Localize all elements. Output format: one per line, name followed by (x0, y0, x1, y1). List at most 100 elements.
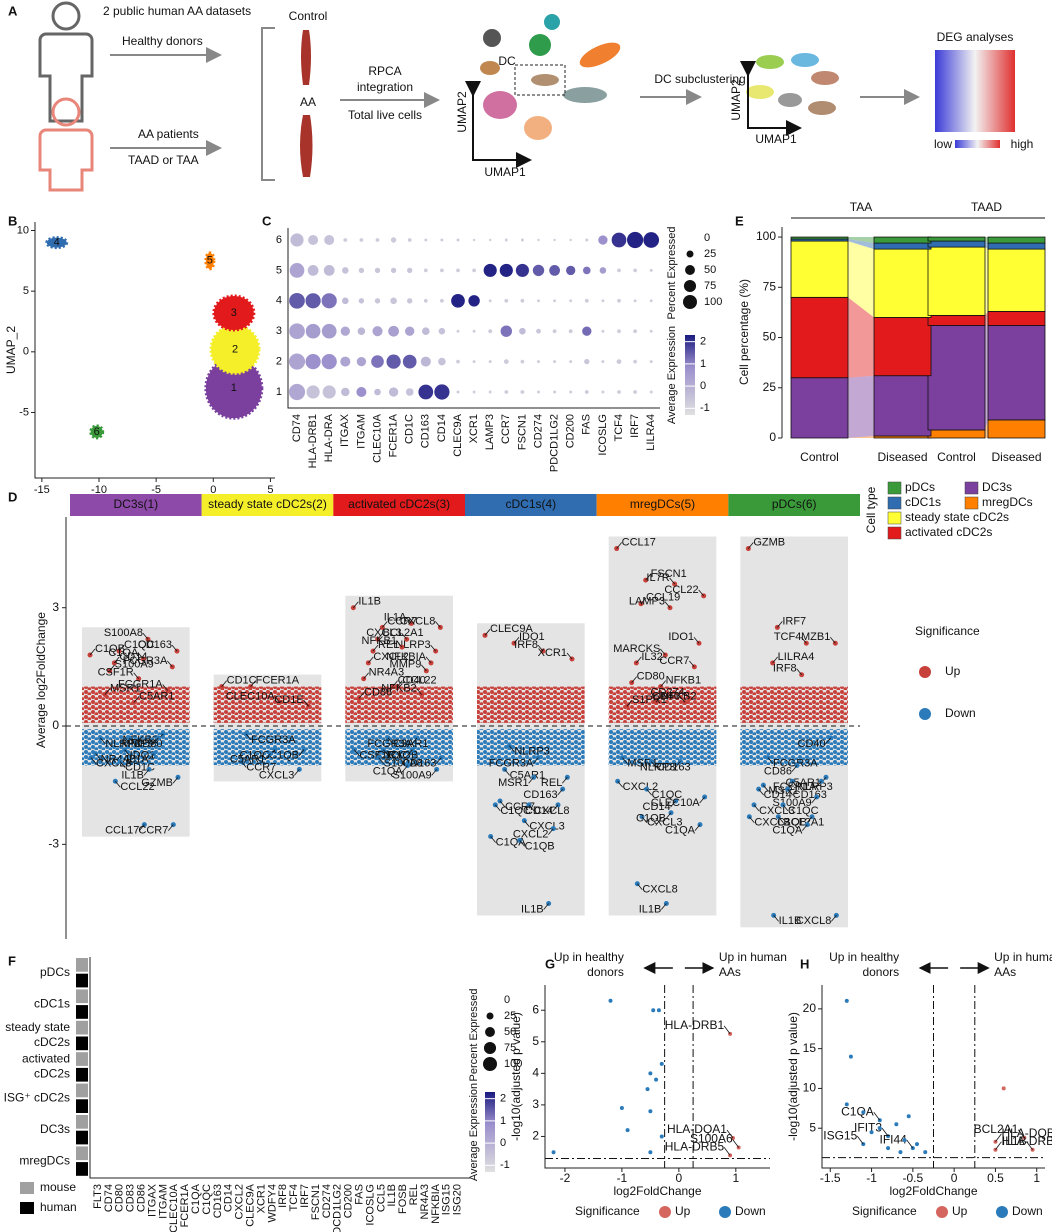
legend-label: Up (952, 1204, 968, 1218)
dot (456, 329, 460, 333)
point-label: IFIT3 (854, 1120, 882, 1134)
legend-size (686, 250, 694, 258)
gene-label: REL (541, 777, 562, 789)
gene-label: IDO1 (668, 631, 694, 643)
dot (569, 238, 572, 242)
row-label: 5 (276, 264, 282, 276)
label-leader (675, 761, 681, 768)
dot (537, 299, 540, 303)
schematic-text: integration (357, 80, 413, 94)
gene-label: XCR1 (538, 647, 567, 659)
label-leader (392, 680, 398, 687)
label-leader (679, 696, 686, 703)
cluster-box (477, 623, 585, 916)
legend-label: activated cDC2s (905, 525, 992, 539)
label-leader (89, 648, 96, 656)
label-leader (528, 804, 535, 812)
gene-label: CLEC10A (226, 690, 276, 702)
person-icon (51, 97, 81, 127)
gene-label: NFKB2 (661, 690, 696, 702)
label-leader (245, 733, 252, 741)
x-tick-label: 0 (676, 1171, 683, 1185)
gene-label: CD1C (404, 414, 416, 444)
gene-label: C1QB (269, 750, 299, 762)
gene-label: CD163 (212, 1184, 224, 1218)
point-label: HLA-DRB5 (665, 1140, 725, 1154)
schematic-text: UMAP1 (755, 132, 797, 146)
dot (356, 386, 367, 398)
row-label: steady state (5, 1020, 70, 1034)
label-leader (172, 777, 179, 784)
label-leader (401, 633, 407, 640)
dot (341, 387, 350, 397)
dot (420, 356, 431, 367)
point (651, 1008, 656, 1013)
label-leader (109, 664, 115, 672)
gene-label: CD200 (343, 1184, 355, 1218)
dense-points (82, 686, 190, 723)
dot (569, 360, 573, 364)
dot (633, 268, 638, 273)
dot (359, 238, 364, 242)
dot (488, 329, 493, 334)
gene-label: C1QB (777, 817, 807, 829)
gene-label: C5AR1 (510, 769, 545, 781)
gene-label: IL7R (646, 572, 669, 584)
cluster-name: steady state cDC2s(2) (208, 497, 327, 511)
dot (488, 390, 492, 394)
flow (985, 241, 988, 250)
label-leader (407, 749, 413, 756)
gene-label: FAS (354, 1184, 366, 1205)
dot (288, 383, 306, 401)
label-leader (294, 769, 300, 776)
dot (456, 268, 460, 273)
label-leader (664, 601, 671, 608)
gene-label: CCR7 (246, 761, 276, 773)
gene-label: HLA-DRA (323, 413, 335, 462)
point (848, 1054, 853, 1059)
dot (569, 299, 573, 303)
label-leader (354, 749, 360, 756)
gene-label: CLEC10A (371, 413, 383, 463)
label-leader (825, 737, 831, 745)
point (877, 1126, 882, 1131)
label-leader (801, 636, 807, 644)
gene-label: LILRA4 (778, 651, 815, 663)
dot (456, 359, 460, 364)
dot (584, 358, 590, 365)
label-leader (661, 903, 667, 910)
bar-segment (987, 236, 1046, 244)
schematic-text: UMAP2 (455, 91, 469, 133)
dot (456, 390, 460, 394)
label-leader (873, 1112, 881, 1121)
point-label: HLA-DQB1 (1001, 1126, 1052, 1140)
label-leader (660, 680, 666, 687)
gene-label: IRF7 (629, 414, 641, 438)
label-leader (626, 700, 633, 707)
legend-key (887, 526, 902, 540)
dot (305, 353, 321, 370)
x-tick-label: Control (800, 450, 839, 464)
legend-size (483, 1057, 497, 1071)
y-tick-label: 0 (769, 430, 776, 444)
vessel-icon (301, 30, 311, 85)
label-leader (787, 788, 793, 796)
label-leader (777, 621, 783, 628)
dense-points (82, 729, 190, 766)
label-leader (353, 601, 359, 608)
label-leader (537, 644, 544, 652)
gene-label: C1QB (388, 750, 418, 762)
point (861, 1110, 866, 1115)
legend-label: cDC1s (905, 495, 941, 509)
dot (633, 359, 638, 364)
dot (504, 390, 509, 394)
dot (386, 354, 401, 369)
flow (848, 297, 874, 378)
gene-label: ISG20 (452, 1184, 464, 1215)
legend-label: 50 (704, 264, 716, 276)
y-tick-label: 20 (803, 1001, 817, 1015)
dot (356, 356, 367, 367)
label-leader (368, 656, 374, 664)
bar-segment (927, 236, 986, 242)
annotation: Up in human (719, 950, 787, 964)
